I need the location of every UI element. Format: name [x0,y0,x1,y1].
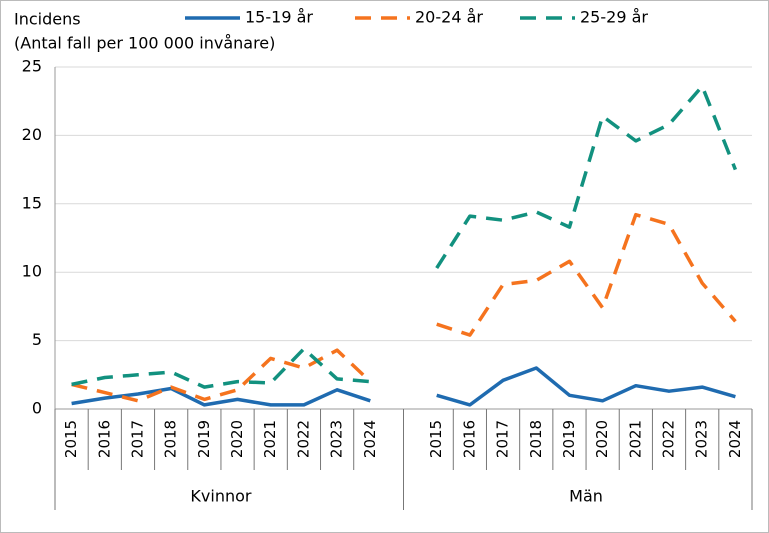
y-tick-label: 25 [22,57,42,76]
legend-label: 20-24 år [415,8,483,27]
x-tick-label: 2015 [427,420,445,458]
x-tick-label: 2016 [460,420,478,458]
series-line [71,212,737,403]
x-tick-label: 2017 [128,420,146,458]
x-tick-label: 2019 [560,420,578,458]
x-tick-label: 2023 [328,420,346,458]
x-tick-label: 2018 [527,420,545,458]
x-tick-label: 2022 [294,420,312,458]
x-tick-label: 2018 [162,420,180,458]
y-tick-label: 0 [32,399,42,418]
x-tick-label: 2016 [95,420,113,458]
x-tick-label: 2020 [593,420,611,458]
x-tick-label: 2024 [726,420,744,458]
x-tick-label: 2020 [228,420,246,458]
x-tick-label: 2021 [261,420,279,458]
x-tick-label: 2019 [195,420,213,458]
legend-label: 15-19 år [245,8,313,27]
x-tick-label: 2023 [693,420,711,458]
x-tick-label: 2017 [494,420,512,458]
x-tick-label: 2022 [660,420,678,458]
legend-label: 25-29 år [580,8,648,27]
y-tick-label: 10 [22,262,42,281]
y-axis-title: Incidens [14,10,81,29]
group-label: Kvinnor [190,487,251,506]
y-axis-subtitle: (Antal fall per 100 000 invånare) [14,34,275,53]
series-line [71,366,736,407]
y-tick-label: 5 [32,330,42,349]
y-tick-label: 20 [22,125,42,144]
series-line [71,84,738,389]
x-tick-label: 2024 [361,420,379,458]
x-tick-label: 2015 [62,420,80,458]
group-label: Män [569,487,603,506]
x-tick-label: 2021 [626,420,644,458]
y-tick-label: 15 [22,193,42,212]
